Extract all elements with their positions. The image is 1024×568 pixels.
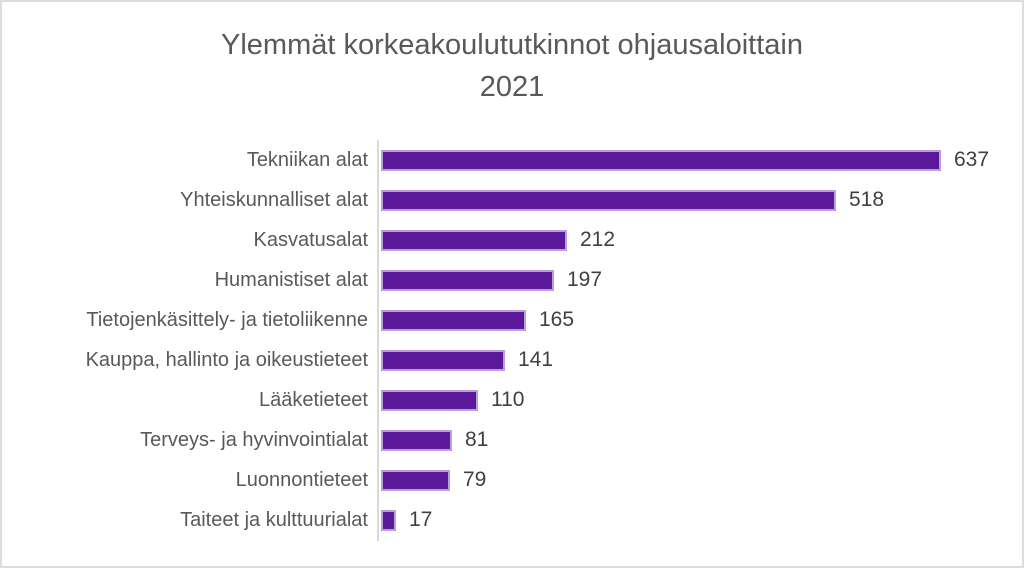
category-label: Humanistiset alat: [214, 268, 368, 291]
value-label: 110: [491, 388, 525, 411]
bar-row: Kasvatusalat 212: [2, 220, 1022, 260]
bar-track: 110: [381, 388, 524, 412]
bar: [381, 469, 450, 491]
bar-track: 518: [381, 188, 884, 212]
category-label: Yhteiskunnalliset alat: [180, 188, 368, 211]
bar-row: Luonnontieteet 79: [2, 460, 1022, 500]
value-label: 79: [463, 468, 487, 491]
value-label: 212: [580, 228, 616, 251]
bar-track: 79: [381, 468, 486, 492]
bar-row: Tekniikan alat 637: [2, 140, 1022, 180]
category-label: Taiteet ja kulttuurialat: [180, 508, 368, 531]
bar: [381, 349, 505, 371]
bar: [381, 269, 554, 291]
bar-track: 141: [381, 348, 553, 372]
category-label: Tietojenkäsittely- ja tietoliikenne: [86, 308, 368, 331]
category-label: Terveys- ja hyvinvointialat: [140, 428, 368, 451]
bar-row: Humanistiset alat 197: [2, 260, 1022, 300]
chart-title: Ylemmät korkeakoulututkinnot ohjausaloit…: [2, 24, 1022, 108]
category-label: Lääketieteet: [259, 388, 368, 411]
value-label: 518: [849, 188, 885, 211]
chart-title-line1: Ylemmät korkeakoulututkinnot ohjausaloit…: [221, 29, 803, 61]
bar: [381, 149, 941, 171]
category-label: Kauppa, hallinto ja oikeustieteet: [85, 348, 368, 371]
bar-track: 637: [381, 148, 989, 172]
bar-row: Lääketieteet 110: [2, 380, 1022, 420]
bar-row: Kauppa, hallinto ja oikeustieteet 141: [2, 340, 1022, 380]
y-axis-line: [377, 140, 379, 541]
value-label: 165: [539, 308, 575, 331]
category-label: Kasvatusalat: [253, 228, 368, 251]
bar: [381, 309, 526, 331]
bar: [381, 509, 396, 531]
value-label: 17: [409, 508, 433, 531]
category-label: Luonnontieteet: [235, 468, 368, 491]
bar-row: Yhteiskunnalliset alat 518: [2, 180, 1022, 220]
value-label: 81: [465, 428, 489, 451]
plot-area: Tekniikan alat 637 Yhteiskunnalliset alat 5…: [2, 140, 1022, 542]
bar-row: Terveys- ja hyvinvointialat 81: [2, 420, 1022, 460]
bar-track: 212: [381, 228, 615, 252]
bar: [381, 189, 836, 211]
category-label: Tekniikan alat: [246, 148, 368, 171]
value-label: 141: [518, 348, 554, 371]
bar-track: 81: [381, 428, 488, 452]
bar: [381, 429, 452, 451]
bar-row: Tietojenkäsittely- ja tietoliikenne 165: [2, 300, 1022, 340]
value-label: 637: [954, 148, 990, 171]
chart-title-line2: 2021: [479, 71, 545, 103]
bar: [381, 389, 478, 411]
bar-track: 165: [381, 308, 574, 332]
bar-row: Taiteet ja kulttuurialat 17: [2, 500, 1022, 540]
bar-track: 197: [381, 268, 602, 292]
bar-track: 17: [381, 508, 432, 532]
value-label: 197: [567, 268, 603, 291]
bar: [381, 229, 567, 251]
bar-rows: Tekniikan alat 637 Yhteiskunnalliset alat 5…: [2, 140, 1022, 540]
